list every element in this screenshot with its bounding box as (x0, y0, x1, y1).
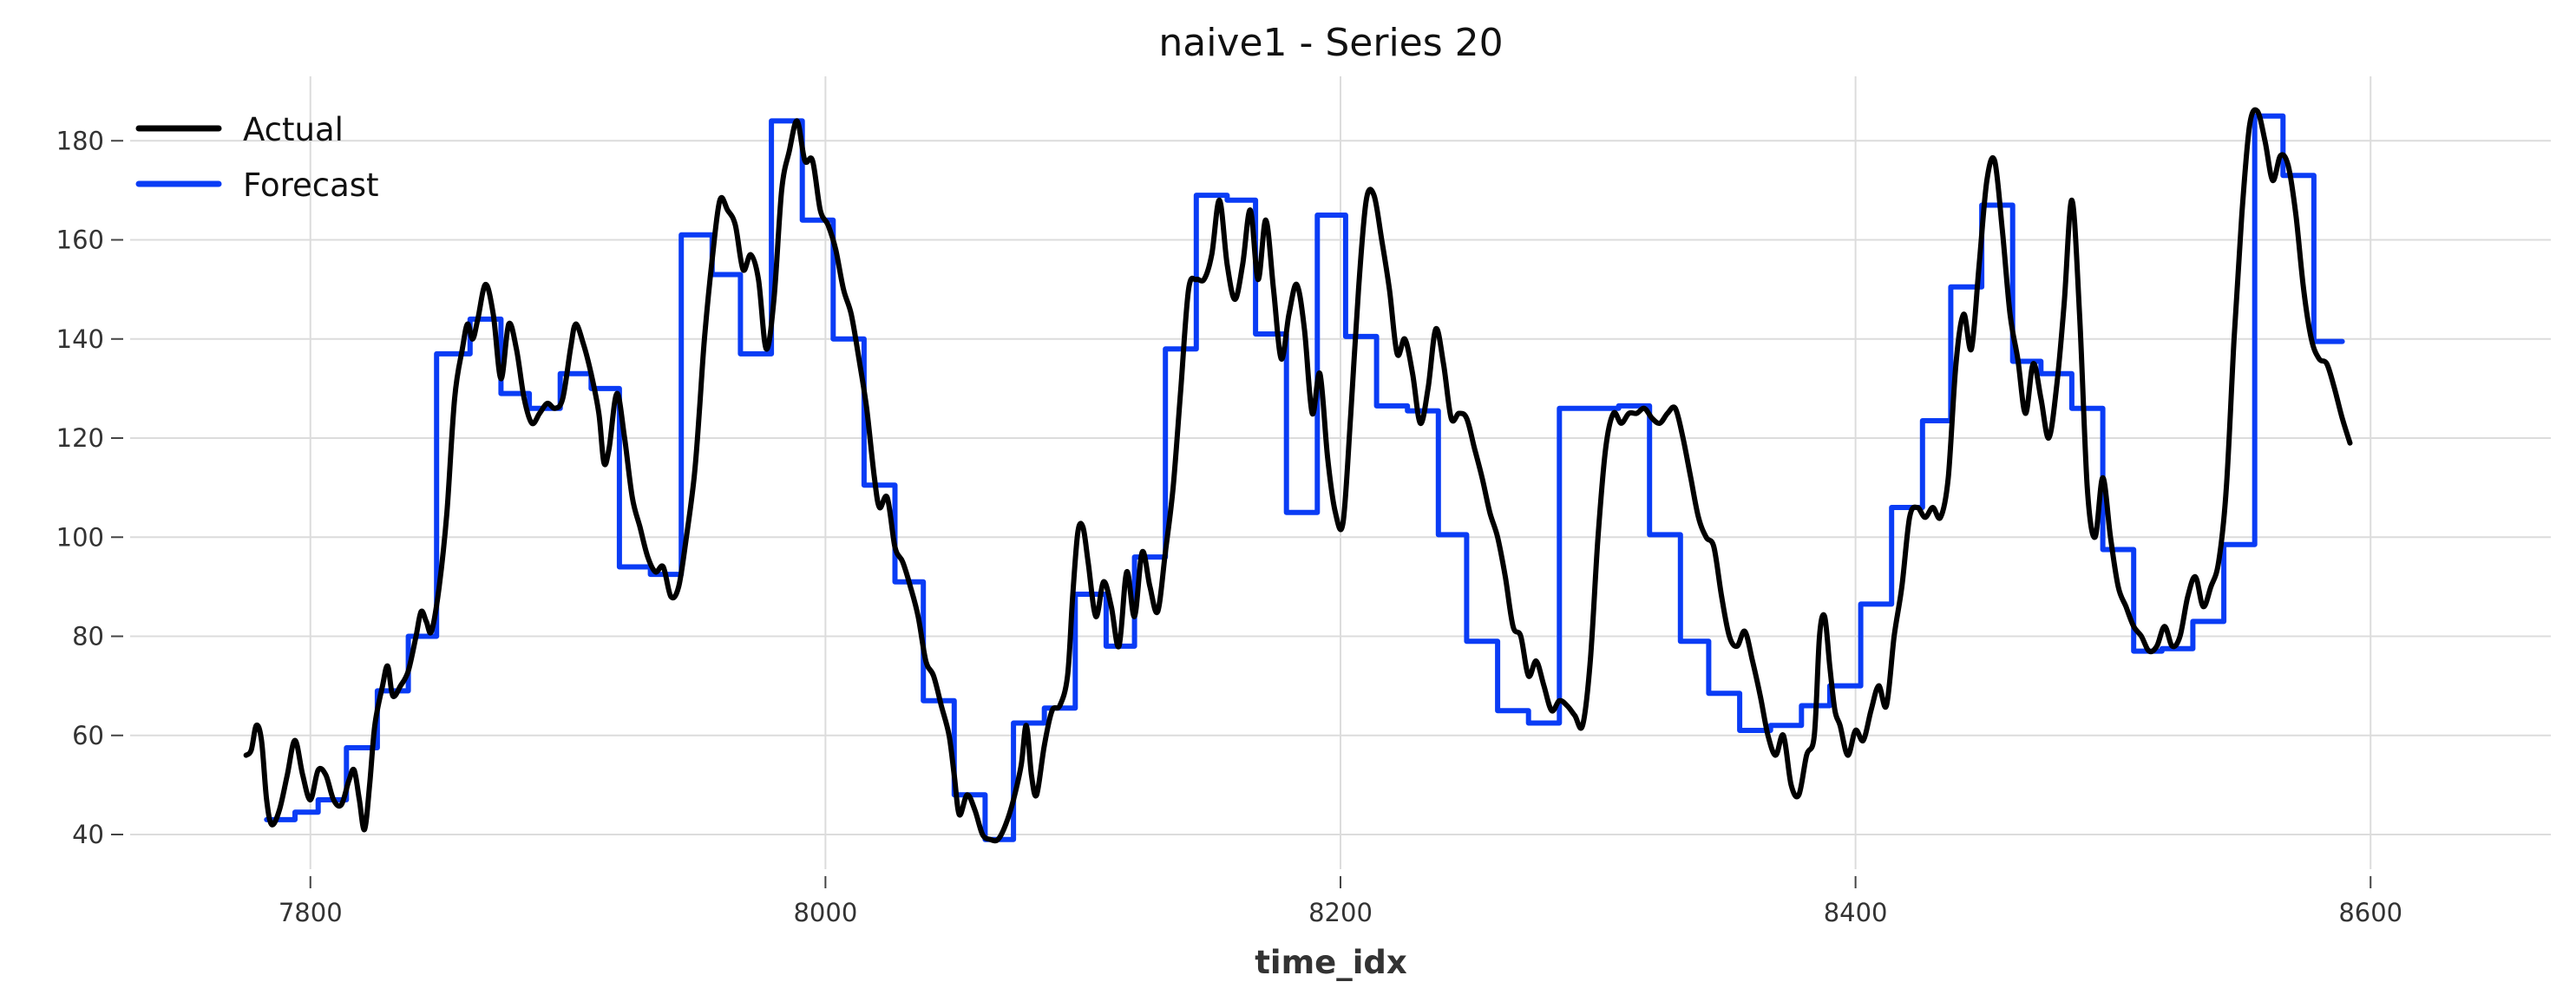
series-line-actual (243, 107, 2353, 844)
y-tick-label: 40 (72, 820, 104, 849)
legend-label-forecast: Forecast (243, 167, 379, 204)
y-tick-label: 80 (72, 622, 104, 651)
chart-title: naive1 - Series 20 (1158, 21, 1503, 65)
grid (130, 76, 2551, 869)
x-tick-label: 7800 (279, 898, 343, 927)
tick-labels: 40 60 80 100 120 140 160 180 7800 8000 8200 8400 860… (56, 126, 2402, 927)
y-tick-label: 120 (56, 423, 104, 453)
y-tick-label: 60 (72, 721, 104, 750)
y-tick-label: 180 (56, 126, 104, 155)
x-tick-label: 8400 (1824, 898, 1888, 927)
x-tick-label: 8200 (1308, 898, 1373, 927)
y-tick-label: 140 (56, 324, 104, 354)
series-line-forecast (264, 113, 2345, 842)
y-tick-label: 160 (56, 226, 104, 255)
x-tick-label: 8000 (793, 898, 857, 927)
x-axis-label: time_idx (1255, 944, 1407, 981)
series-layer (243, 107, 2353, 844)
legend: Actual Forecast (135, 111, 379, 204)
y-tick-label: 100 (56, 522, 104, 552)
legend-label-actual: Actual (243, 111, 344, 148)
x-tick-label: 8600 (2338, 898, 2402, 927)
